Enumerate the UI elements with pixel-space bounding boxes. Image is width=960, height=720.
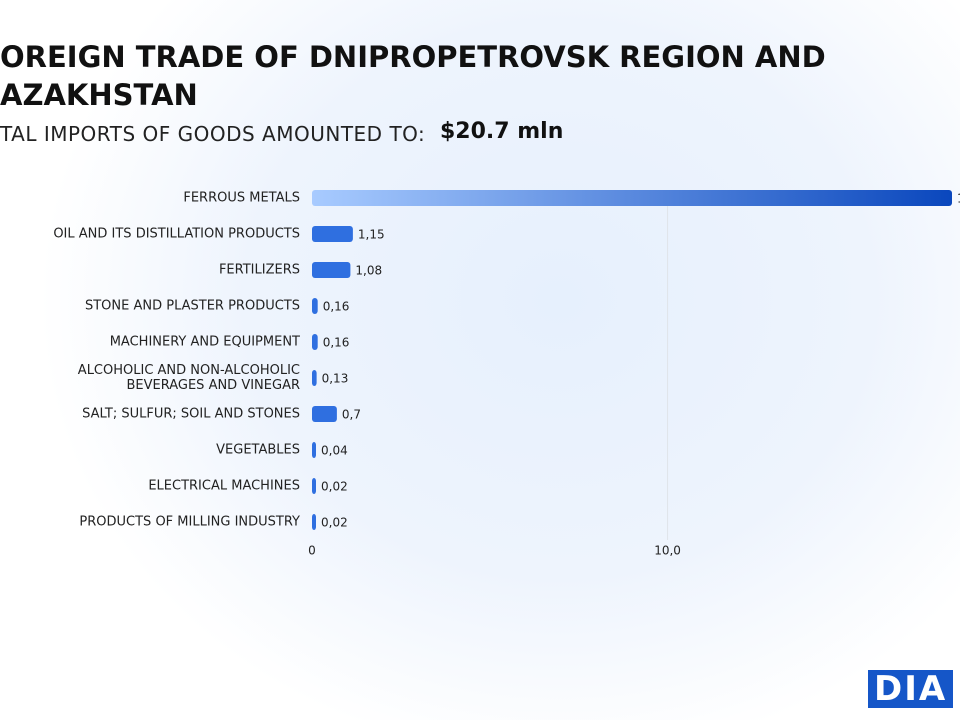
value-label: 1,15 [358,228,385,242]
subtitle: TAL IMPORTS OF GOODS AMOUNTED TO: [0,122,426,146]
value-label: 0,7 [342,408,361,422]
title: OREIGN TRADE OF DNIPROPETROVSK REGION AN… [0,40,826,112]
category-label: OIL AND ITS DISTILLATION PRODUCTS [53,226,300,242]
bar [312,226,353,242]
value-label: 0,13 [322,372,349,386]
bar [312,190,952,206]
category-label: ELECTRICAL MACHINES [148,478,300,494]
value-label: 0,02 [321,480,348,494]
category-label: FERROUS METALS [183,190,300,206]
bar [312,478,316,494]
x-tick-label: 0 [308,544,316,558]
category-label: SALT; SULFUR; SOIL AND STONES [82,406,300,422]
bar [312,370,317,386]
logo: DIA [868,670,954,708]
subtitle-value: $20.7 mln [440,119,564,144]
bar [312,298,318,314]
value-label: 0,16 [323,336,350,350]
bar [312,514,316,530]
bar [312,262,351,278]
value-label: 0,16 [323,300,350,314]
value-label: 0,02 [321,516,348,530]
x-tick-label: 10,0 [654,544,681,558]
category-label: ALCOHOLIC AND NON-ALCOHOLIC BEVERAGES AN… [77,363,300,393]
value-label: 0,04 [321,444,348,458]
category-label: MACHINERY AND EQUIPMENT [109,334,300,350]
category-label: FERTILIZERS [218,262,300,278]
value-label: 1,08 [355,264,382,278]
category-label: STONE AND PLASTER PRODUCTS [84,298,300,314]
value-label: 18 [957,192,960,206]
category-label: VEGETABLES [216,442,300,458]
bar [312,442,316,458]
bar [312,334,318,350]
category-label: PRODUCTS OF MILLING INDUSTRY [79,514,300,530]
bar [312,406,337,422]
